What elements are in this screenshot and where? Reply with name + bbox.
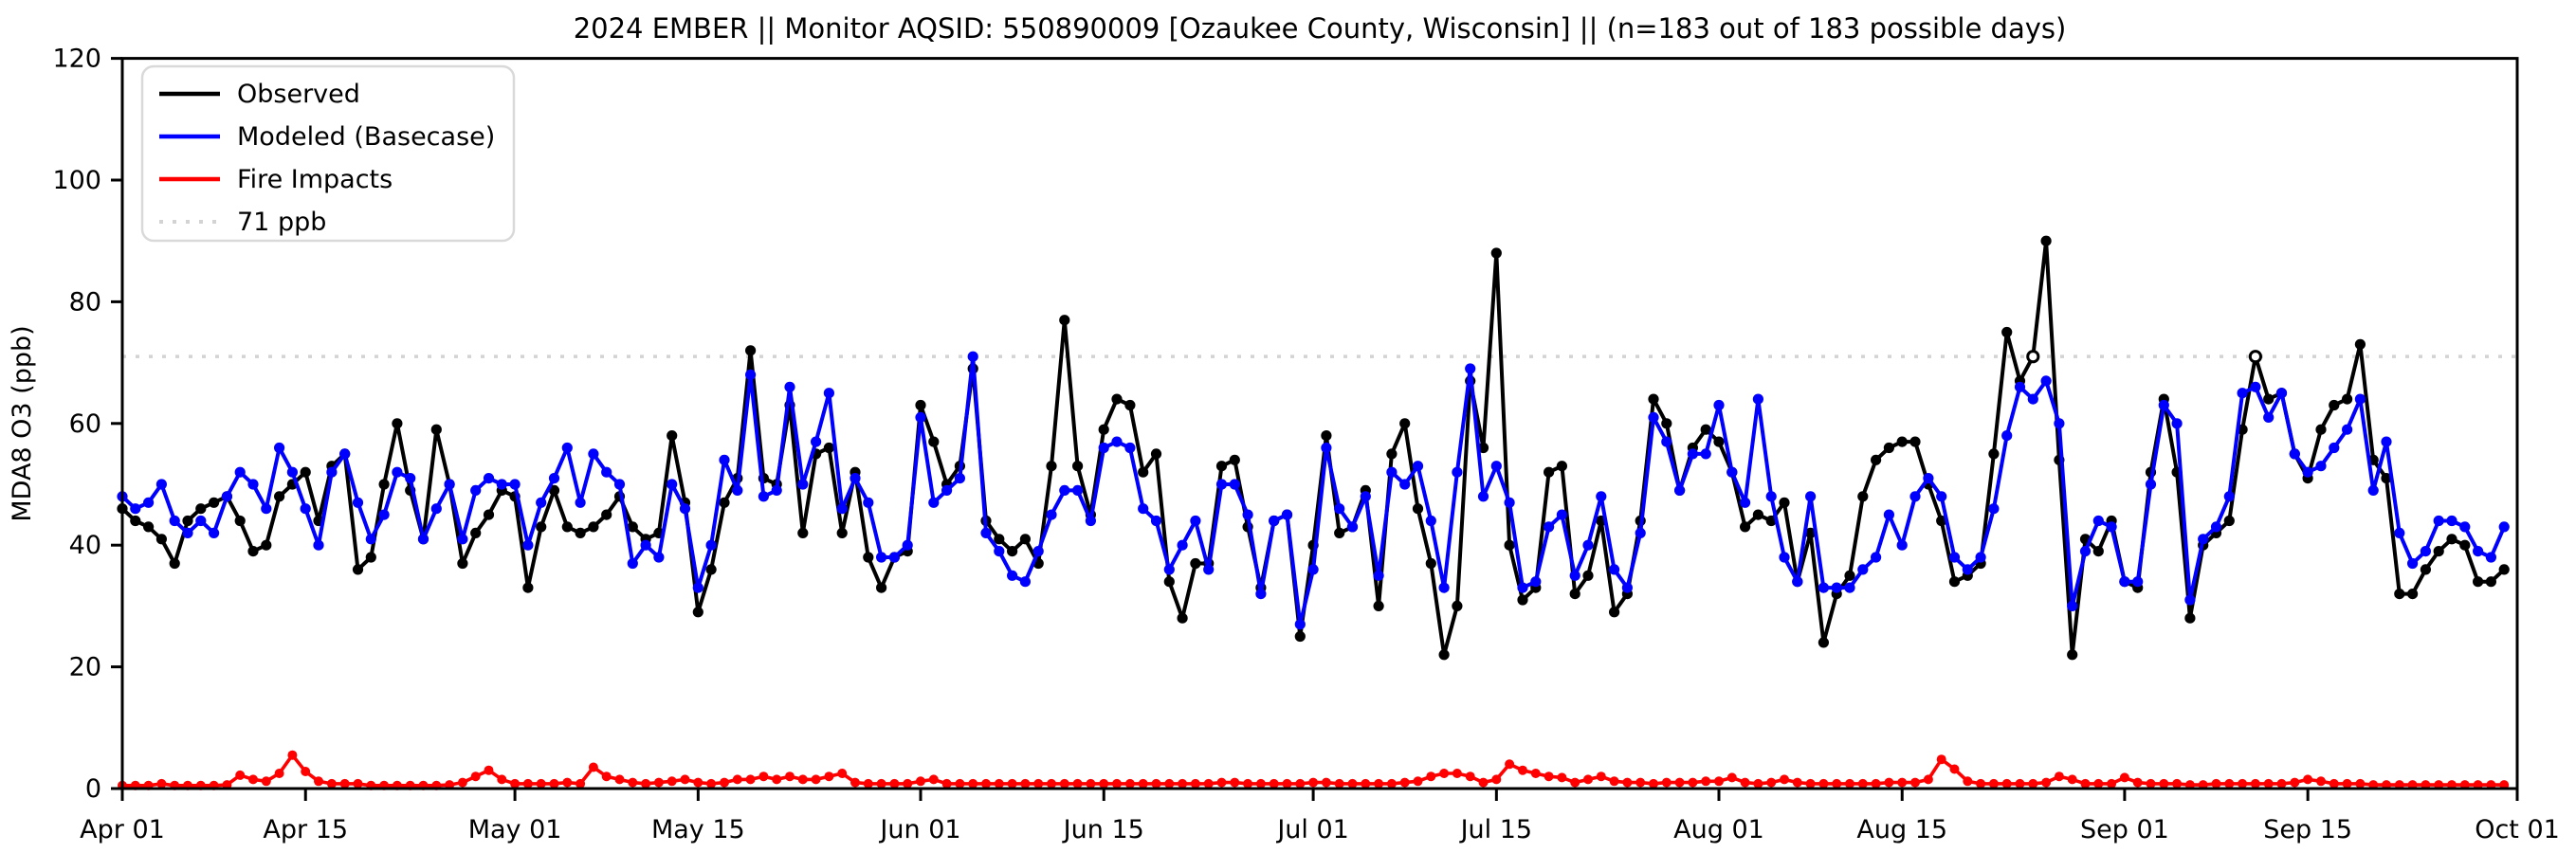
x-tick-label: Aug 01 bbox=[1673, 815, 1764, 844]
legend-label-threshold: 71 ppb bbox=[237, 208, 326, 237]
x-tick-label: Apr 01 bbox=[80, 815, 165, 844]
x-tick-label: May 15 bbox=[651, 815, 745, 844]
data-series-layer bbox=[117, 235, 2510, 790]
legend-label-observed: Observed bbox=[237, 80, 360, 109]
y-tick-label: 100 bbox=[52, 166, 101, 195]
series-modeled-basecase- bbox=[117, 351, 2510, 630]
x-tick-label: Sep 01 bbox=[2080, 815, 2169, 844]
y-tick-label: 80 bbox=[69, 287, 101, 317]
y-tick-label: 40 bbox=[69, 531, 101, 560]
y-tick-label: 0 bbox=[85, 774, 101, 804]
y-axis-label: MDA8 O3 (ppb) bbox=[8, 325, 37, 521]
y-tick-label: 60 bbox=[69, 409, 101, 439]
x-tick-label: Sep 15 bbox=[2263, 815, 2352, 844]
markers-fire-impacts bbox=[118, 750, 2510, 790]
x-tick-label: Jul 15 bbox=[1459, 815, 1533, 844]
series-fire-impacts bbox=[118, 750, 2510, 790]
series-observed bbox=[117, 235, 2510, 661]
legend: Observed Modeled (Basecase) Fire Impacts… bbox=[140, 64, 516, 243]
x-tick-label: Apr 15 bbox=[263, 815, 348, 844]
x-tick-label: May 01 bbox=[468, 815, 562, 844]
y-tick-label: 120 bbox=[52, 45, 101, 74]
y-axis-ticks: 0 20 40 60 80 100 120 bbox=[52, 45, 122, 804]
x-tick-label: Aug 15 bbox=[1856, 815, 1947, 844]
x-tick-label: Oct 01 bbox=[2475, 815, 2560, 844]
x-axis-ticks: Apr 01 Apr 15 May 01 May 15 Jun 01 Jun 15 Jul … bbox=[80, 789, 2560, 844]
x-tick-label: Jun 01 bbox=[878, 815, 960, 844]
markers-modeled-basecase- bbox=[117, 351, 2510, 630]
markers-observed bbox=[117, 235, 2510, 661]
legend-label-modeled: Modeled (Basecase) bbox=[237, 122, 495, 152]
x-tick-label: Jun 15 bbox=[1062, 815, 1144, 844]
x-tick-label: Jul 01 bbox=[1275, 815, 1349, 844]
legend-label-fire: Fire Impacts bbox=[237, 165, 393, 194]
chart-title: 2024 EMBER || Monitor AQSID: 550890009 [… bbox=[574, 12, 2067, 45]
y-tick-label: 20 bbox=[69, 653, 101, 682]
legend-box bbox=[140, 64, 516, 243]
